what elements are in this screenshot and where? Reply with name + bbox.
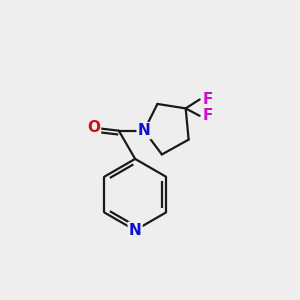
Text: N: N: [138, 123, 150, 138]
Text: N: N: [129, 223, 142, 238]
Text: O: O: [87, 120, 100, 135]
Text: F: F: [203, 92, 213, 107]
Text: F: F: [203, 108, 213, 123]
